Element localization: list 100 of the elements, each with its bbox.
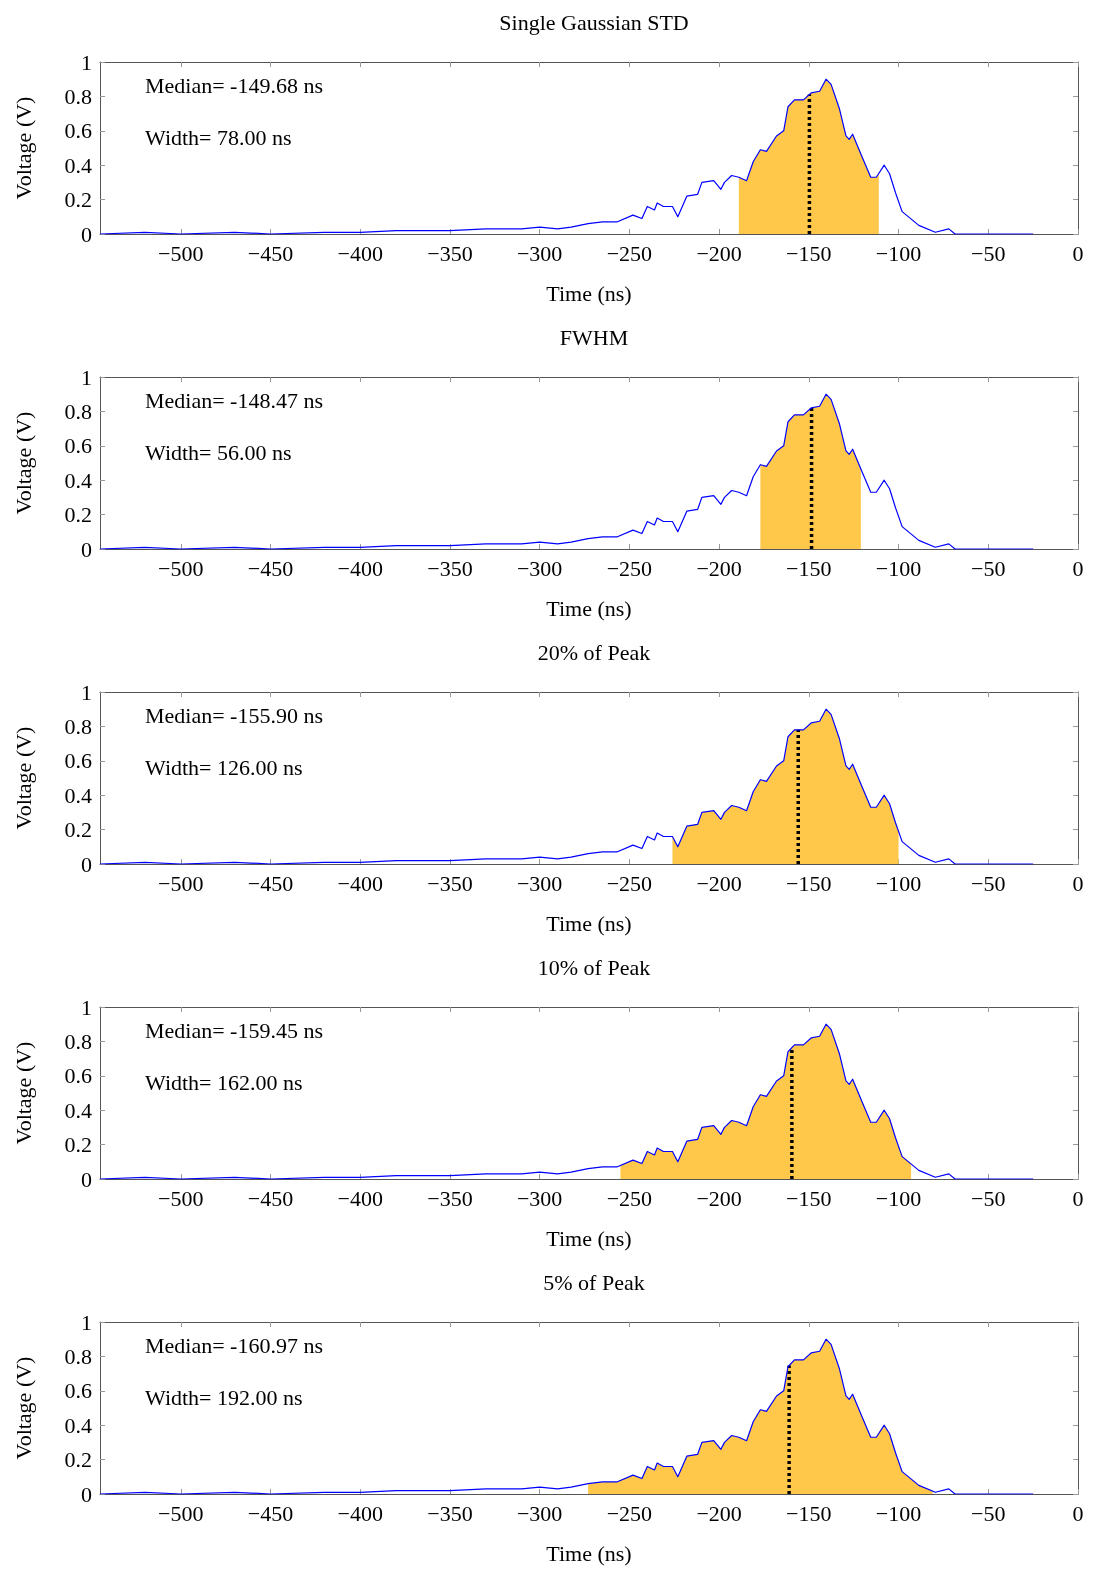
x-tick-label: −200 bbox=[696, 1500, 742, 1526]
annotation: Width= 126.00 ns bbox=[145, 754, 303, 780]
x-tick-label: −450 bbox=[247, 870, 294, 896]
y-tick-label: 0.6 bbox=[64, 1378, 92, 1404]
line-series bbox=[99, 78, 1034, 235]
x-tick-label: −350 bbox=[427, 870, 473, 896]
y-axis-title: Voltage (V) bbox=[10, 96, 36, 200]
y-tick-label: 0 bbox=[81, 1481, 92, 1507]
line-series bbox=[99, 393, 1034, 550]
annotation: Width= 78.00 ns bbox=[145, 124, 292, 150]
x-tick-label: −400 bbox=[337, 1500, 383, 1526]
x-tick-label: −350 bbox=[427, 240, 473, 266]
x-tick-label: −400 bbox=[337, 870, 383, 896]
y-tick-label: 0 bbox=[81, 1166, 92, 1192]
chart-title: 20% of Peak bbox=[537, 639, 651, 665]
x-tick-label: −200 bbox=[696, 1185, 742, 1211]
y-tick-label: 0.2 bbox=[64, 187, 92, 213]
x-tick-label: −200 bbox=[696, 870, 742, 896]
x-tick-label: −450 bbox=[247, 1185, 294, 1211]
x-tick-label: −100 bbox=[875, 1500, 922, 1526]
y-tick-label: 0.6 bbox=[64, 1063, 92, 1089]
x-tick-label: −250 bbox=[606, 1185, 653, 1211]
line-series bbox=[99, 1023, 1034, 1180]
x-tick-label: −300 bbox=[516, 1185, 563, 1211]
x-tick-label: −50 bbox=[971, 1500, 1006, 1526]
x-tick-label: −400 bbox=[337, 240, 383, 266]
y-tick-label: 0.8 bbox=[64, 398, 92, 424]
y-tick-label: 0.2 bbox=[64, 817, 92, 843]
line-series bbox=[99, 708, 1034, 865]
x-tick-label: −50 bbox=[971, 240, 1006, 266]
y-tick-label: 0.8 bbox=[64, 83, 92, 109]
x-tick-label: 0 bbox=[1072, 240, 1084, 266]
x-tick-label: −500 bbox=[158, 240, 204, 266]
annotation: Median= -149.68 ns bbox=[145, 72, 323, 98]
y-tick-label: 1 bbox=[81, 49, 92, 75]
x-tick-label: −50 bbox=[971, 870, 1006, 896]
x-tick-label: 0 bbox=[1072, 1185, 1084, 1211]
x-tick-label: −300 bbox=[516, 870, 563, 896]
x-tick-label: −50 bbox=[971, 1185, 1006, 1211]
y-axis-title: Voltage (V) bbox=[10, 1356, 36, 1460]
y-tick-label: 0.8 bbox=[64, 1343, 92, 1369]
chart-title: Single Gaussian STD bbox=[499, 9, 689, 35]
y-axis-title: Voltage (V) bbox=[10, 411, 36, 515]
x-tick-label: −100 bbox=[875, 870, 922, 896]
line-series bbox=[99, 1338, 1034, 1495]
x-tick-label: −500 bbox=[158, 555, 204, 581]
y-axis-title: Voltage (V) bbox=[10, 1041, 36, 1145]
x-tick-label: −150 bbox=[786, 870, 832, 896]
x-axis-title: Time (ns) bbox=[546, 910, 632, 936]
y-tick-label: 0.4 bbox=[64, 152, 92, 178]
x-tick-label: 0 bbox=[1072, 1500, 1084, 1526]
chart-title: 5% of Peak bbox=[543, 1269, 645, 1295]
annotation: Median= -155.90 ns bbox=[145, 702, 323, 728]
y-tick-label: 0.6 bbox=[64, 433, 92, 459]
y-tick-label: 0.4 bbox=[64, 1412, 92, 1438]
x-tick-label: −450 bbox=[247, 1500, 294, 1526]
x-axis-title: Time (ns) bbox=[546, 280, 632, 306]
x-tick-label: −250 bbox=[606, 555, 653, 581]
y-tick-label: 0 bbox=[81, 851, 92, 877]
y-tick-label: 0.6 bbox=[64, 118, 92, 144]
chart-title: FWHM bbox=[559, 324, 629, 350]
x-tick-label: −250 bbox=[606, 1500, 653, 1526]
x-tick-label: −350 bbox=[427, 1500, 473, 1526]
x-tick-label: 0 bbox=[1072, 870, 1084, 896]
x-tick-label: −200 bbox=[696, 240, 742, 266]
x-tick-label: −300 bbox=[516, 1500, 563, 1526]
y-tick-label: 0.4 bbox=[64, 1097, 92, 1123]
x-tick-label: −250 bbox=[606, 240, 653, 266]
x-tick-label: −150 bbox=[786, 555, 832, 581]
y-tick-label: 1 bbox=[81, 679, 92, 705]
x-axis-title: Time (ns) bbox=[546, 1225, 632, 1251]
y-tick-label: 1 bbox=[81, 994, 92, 1020]
y-tick-label: 0.2 bbox=[64, 502, 92, 528]
y-tick-label: 0.2 bbox=[64, 1132, 92, 1158]
y-tick-label: 0.6 bbox=[64, 748, 92, 774]
annotation: Median= -148.47 ns bbox=[145, 387, 323, 413]
y-tick-label: 1 bbox=[81, 364, 92, 390]
x-tick-label: −400 bbox=[337, 1185, 383, 1211]
annotation: Median= -160.97 ns bbox=[145, 1332, 323, 1358]
y-tick-label: 0.8 bbox=[64, 1028, 92, 1054]
x-tick-label: −450 bbox=[247, 555, 294, 581]
y-tick-label: 0 bbox=[81, 536, 92, 562]
x-tick-label: −100 bbox=[875, 1185, 922, 1211]
x-tick-label: −300 bbox=[516, 240, 563, 266]
x-tick-label: −50 bbox=[971, 555, 1006, 581]
x-tick-label: −150 bbox=[786, 1185, 832, 1211]
x-tick-label: −500 bbox=[158, 870, 204, 896]
x-tick-label: −450 bbox=[247, 240, 294, 266]
x-tick-label: −100 bbox=[875, 240, 922, 266]
x-tick-label: −400 bbox=[337, 555, 383, 581]
y-tick-label: 0.8 bbox=[64, 713, 92, 739]
annotation: Median= -159.45 ns bbox=[145, 1017, 323, 1043]
y-tick-label: 0.2 bbox=[64, 1447, 92, 1473]
x-tick-label: −500 bbox=[158, 1500, 204, 1526]
x-tick-label: −100 bbox=[875, 555, 922, 581]
x-axis-title: Time (ns) bbox=[546, 595, 632, 621]
annotation: Width= 162.00 ns bbox=[145, 1069, 303, 1095]
y-tick-label: 0.4 bbox=[64, 467, 92, 493]
x-tick-label: −350 bbox=[427, 555, 473, 581]
x-tick-label: −200 bbox=[696, 555, 742, 581]
